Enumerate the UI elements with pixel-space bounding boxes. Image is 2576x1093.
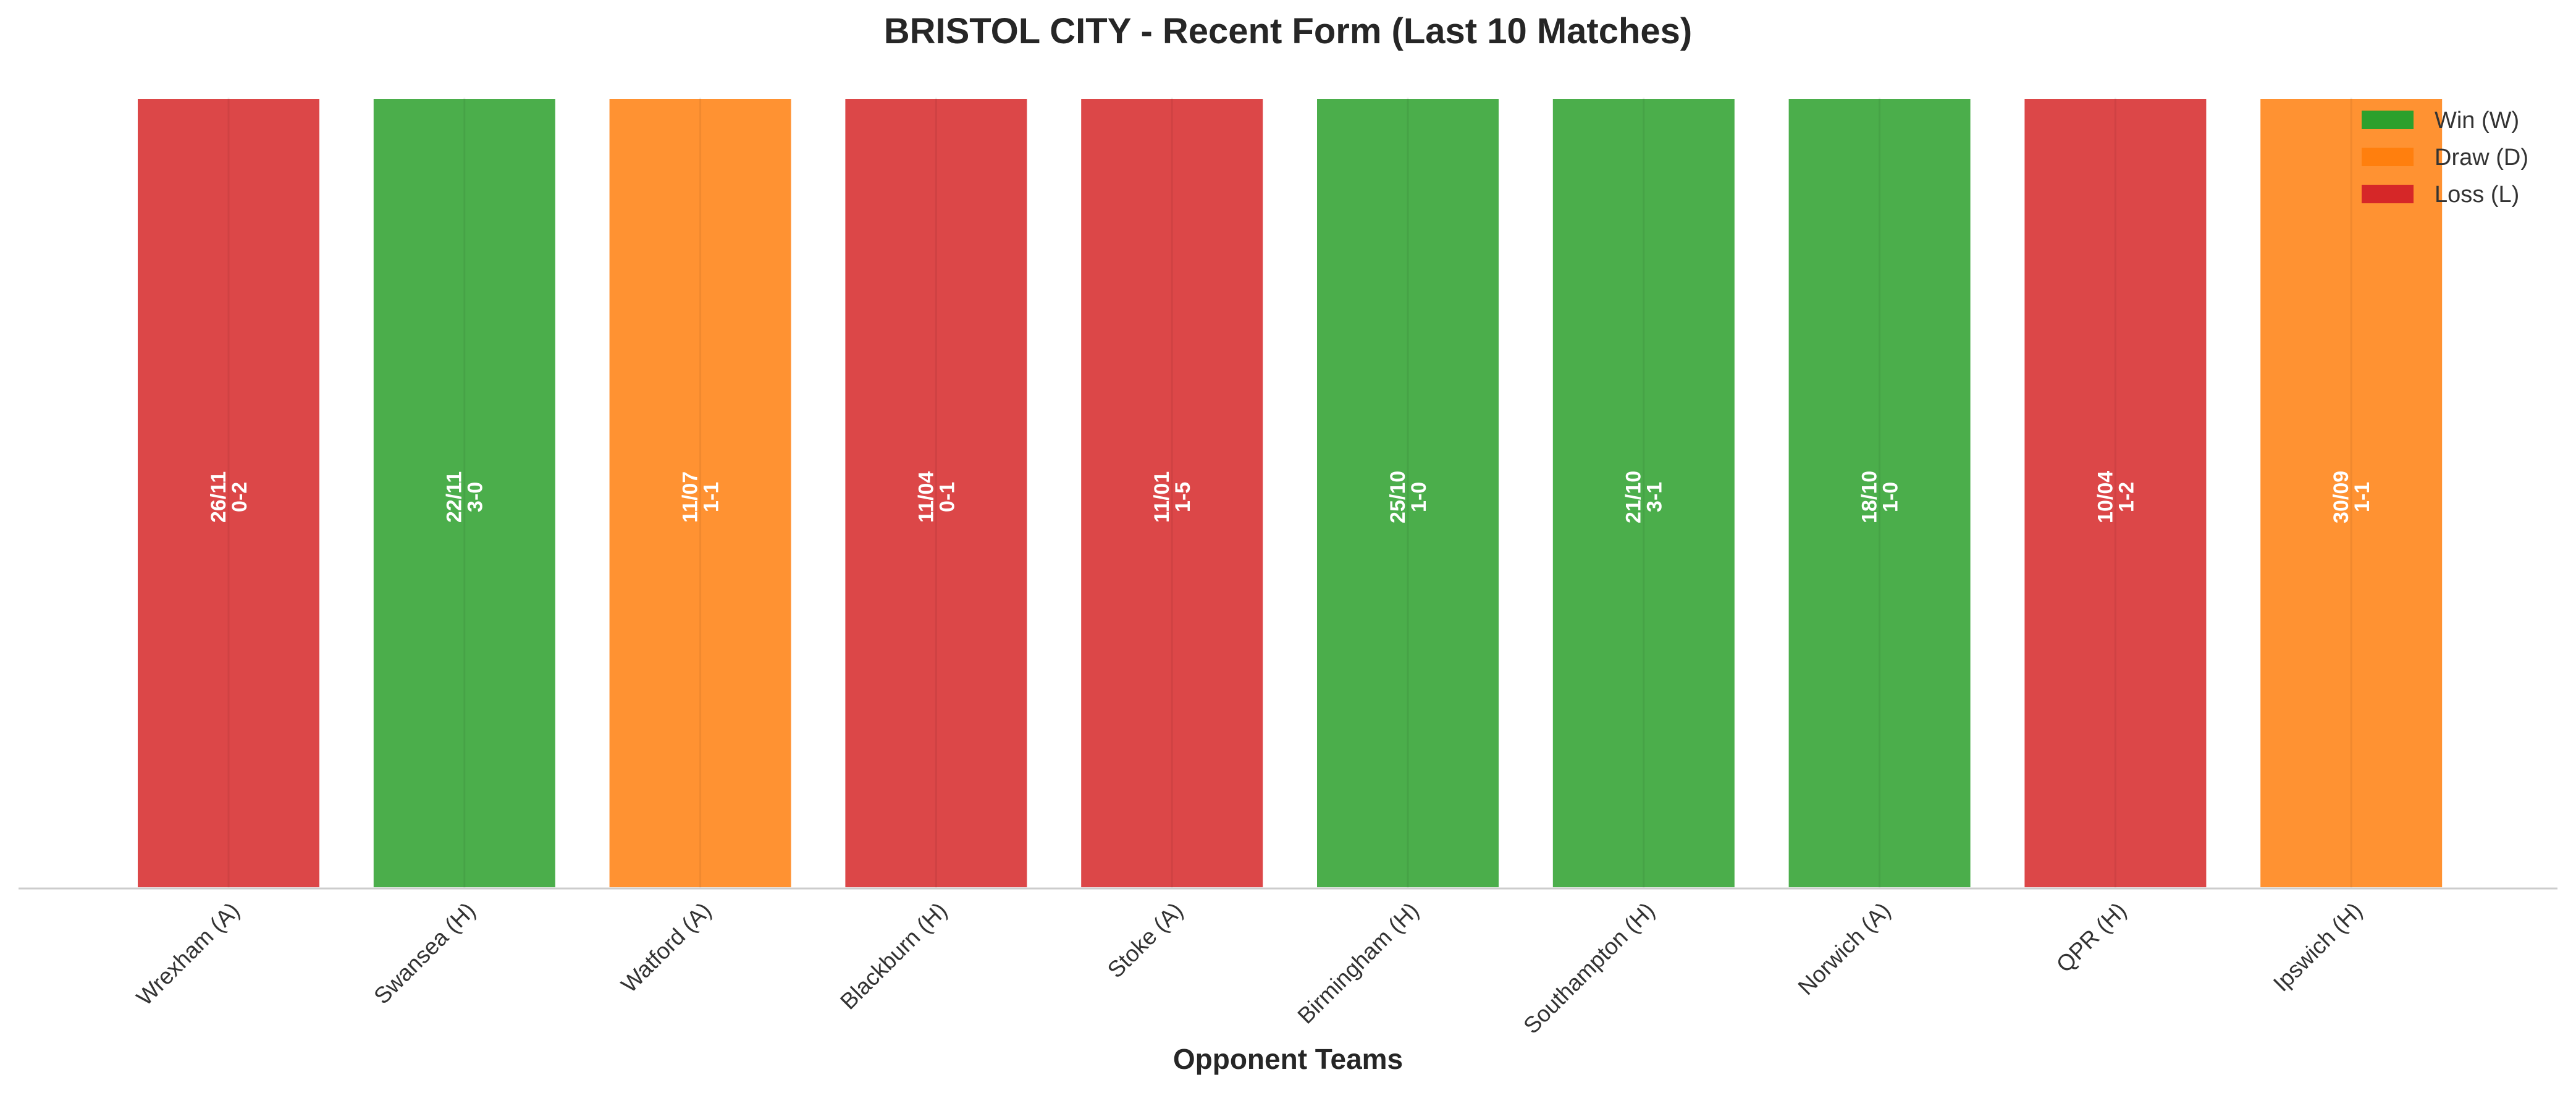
bar: [843, 96, 1030, 890]
bar-data-label: 11/071-1: [679, 471, 723, 523]
legend-label: Draw (D): [2435, 145, 2528, 171]
bar-date-label: 18/10: [1858, 471, 1882, 523]
bar: [2258, 96, 2445, 890]
bar-date-label: 30/09: [2330, 471, 2353, 523]
bar-score-label: 1-2: [2115, 482, 2138, 512]
bar-date-label: 11/07: [679, 471, 702, 523]
x-tick-label: Stoke (A): [1103, 898, 1188, 983]
legend-label: Loss (L): [2435, 182, 2519, 208]
bar-score-label: 0-1: [935, 482, 959, 512]
bar-score-label: 3-1: [1643, 482, 1667, 512]
bar-data-label: 11/040-1: [914, 471, 959, 523]
bar-score-label: 0-2: [228, 482, 251, 512]
bar-score-label: 1-5: [1171, 482, 1195, 512]
chart-title: BRISTOL CITY - Recent Form (Last 10 Matc…: [884, 11, 1693, 51]
legend: Win (W) Draw (D) Loss (L): [2362, 108, 2528, 208]
x-tick-label: QPR (H): [2052, 898, 2131, 977]
bar-date-label: 10/04: [2094, 471, 2117, 523]
bar: [607, 96, 794, 890]
bar-data-label: 30/091-1: [2330, 471, 2374, 523]
bar-date-label: 21/10: [1622, 471, 1646, 523]
bar-date-label: 11/01: [1150, 471, 1174, 523]
x-tick-label: Southampton (H): [1518, 898, 1659, 1039]
bar-data-label: 22/113-0: [443, 471, 487, 523]
bar-score-label: 1-1: [700, 482, 723, 512]
legend-swatch: [2362, 185, 2414, 203]
x-axis-label: Opponent Teams: [1173, 1043, 1403, 1075]
bar-data-label: 11/011-5: [1150, 471, 1195, 523]
bar-date-label: 11/04: [914, 471, 938, 523]
legend-swatch: [2362, 148, 2414, 166]
bar: [1315, 96, 1501, 890]
bar-data-label: 21/103-1: [1622, 471, 1667, 523]
x-tick-label: Ipswich (H): [2268, 898, 2367, 997]
bar-score-label: 1-0: [1407, 482, 1431, 512]
x-tick-labels: Wrexham (A) Swansea (H) Watford (A) Blackbu…: [132, 898, 2367, 1039]
bar-date-label: 22/11: [443, 471, 466, 523]
bar-score-label: 1-0: [1879, 482, 1903, 512]
x-tick-label: Blackburn (H): [835, 898, 952, 1015]
x-tick-label: Birmingham (H): [1292, 898, 1423, 1029]
bar-data-label: 18/101-0: [1858, 471, 1903, 523]
x-tick-label: Watford (A): [616, 898, 716, 998]
legend-swatch: [2362, 111, 2414, 129]
bar-data-label: 10/041-2: [2094, 471, 2138, 523]
x-tick-label: Wrexham (A): [132, 898, 245, 1011]
bar-date-label: 25/10: [1386, 471, 1410, 523]
bar: [1550, 96, 1737, 890]
bar: [135, 96, 322, 890]
bar: [371, 96, 558, 890]
bar-date-label: 26/11: [207, 471, 230, 523]
bar-score-label: 1-1: [2351, 482, 2374, 512]
bar: [1079, 96, 1266, 890]
x-tick-label: Norwich (A): [1793, 898, 1896, 1000]
bars-group: 26/110-2 22/113-0 11/071-1 11/040-1 11/011-5…: [135, 96, 2445, 890]
legend-label: Win (W): [2435, 108, 2519, 133]
x-tick-label: Swansea (H): [369, 898, 480, 1009]
bar-score-label: 3-0: [464, 482, 487, 512]
bar-data-label: 25/101-0: [1386, 471, 1431, 523]
bar-data-label: 26/110-2: [207, 471, 251, 523]
